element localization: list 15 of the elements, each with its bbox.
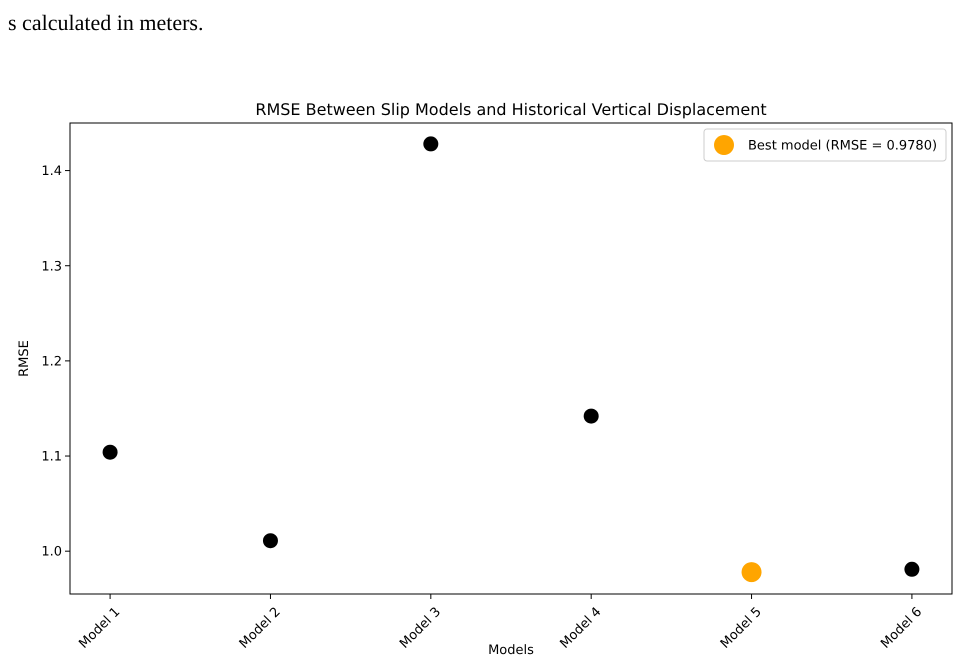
y-tick-label: 1.3 — [41, 259, 62, 274]
point — [904, 562, 920, 577]
x-axis-title: Models — [488, 643, 534, 658]
point — [262, 533, 278, 548]
y-tick-label: 1.1 — [41, 450, 62, 465]
y-tick-label: 1.4 — [41, 164, 62, 180]
y-axis-title: RMSE — [17, 340, 32, 377]
point — [102, 444, 118, 460]
legend-label: Best model (RMSE = 0.9780) — [748, 138, 938, 154]
y-tick-label: 1.2 — [41, 354, 62, 370]
text: s calculated in meters. — [8, 10, 204, 35]
chart-title: RMSE Between Slip Models and Historical Vertical Displacement — [255, 100, 767, 119]
point — [584, 408, 599, 424]
y-tick-label: 1.0 — [41, 544, 62, 560]
point — [423, 136, 438, 152]
